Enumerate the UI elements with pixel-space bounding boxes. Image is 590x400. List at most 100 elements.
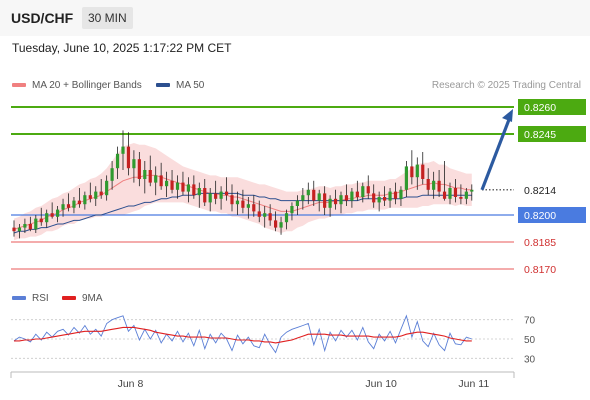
- candle: [246, 197, 250, 219]
- ma50-label: MA 50: [176, 80, 205, 91]
- candle-body: [219, 191, 223, 199]
- price-level-labels: 0.8260 0.8245 0.8214 0.8200 0.8185 0.8170: [518, 99, 586, 276]
- ma20-label: MA 20 + Bollinger Bands: [32, 80, 142, 91]
- candle: [143, 161, 147, 194]
- candle: [39, 207, 43, 226]
- candle-body: [383, 197, 387, 201]
- candle-body: [94, 191, 98, 199]
- candle: [121, 130, 125, 170]
- level-label: 0.8200: [524, 210, 556, 222]
- candle-body: [301, 195, 305, 201]
- candle: [426, 168, 430, 196]
- candle-body: [252, 204, 256, 212]
- legend-ma50[interactable]: MA 50: [156, 80, 204, 91]
- candle: [470, 184, 474, 201]
- candle-body: [426, 179, 430, 190]
- candle: [317, 189, 321, 212]
- candle: [197, 182, 201, 208]
- candle: [399, 186, 403, 206]
- candle-body: [143, 170, 147, 179]
- candle: [50, 202, 54, 219]
- projection-arrowhead: [502, 109, 513, 122]
- candle-body: [235, 200, 240, 205]
- level-label: 0.8245: [524, 129, 556, 141]
- candle-body: [241, 200, 245, 208]
- candle: [56, 206, 60, 223]
- candle: [323, 186, 327, 215]
- candle: [17, 224, 22, 239]
- candle-body: [56, 209, 60, 217]
- candles: [12, 130, 474, 239]
- level-label-box: [518, 207, 586, 223]
- candle: [148, 155, 152, 187]
- candle: [366, 175, 370, 199]
- candle-body: [344, 195, 349, 201]
- candle-body: [415, 164, 419, 178]
- level-label: 0.8185: [524, 237, 556, 249]
- timeframe-button[interactable]: 30 MIN: [82, 7, 133, 29]
- candle: [257, 200, 261, 223]
- candle-body: [39, 218, 43, 223]
- candle: [12, 220, 16, 237]
- candle-body: [159, 175, 163, 187]
- candle: [154, 166, 158, 196]
- candle-body: [115, 153, 120, 169]
- rsi-swatch: [12, 296, 26, 301]
- candle: [88, 182, 92, 203]
- candle: [377, 191, 381, 212]
- candle: [453, 179, 458, 203]
- candle: [61, 198, 65, 217]
- legend-rsi[interactable]: RSI: [12, 293, 49, 304]
- candle-body: [181, 182, 185, 192]
- candle: [442, 161, 447, 201]
- candle-body: [284, 213, 289, 223]
- legend-ma20[interactable]: MA 20 + Bollinger Bands: [12, 80, 142, 91]
- candle: [350, 188, 354, 208]
- candle: [312, 180, 316, 206]
- candle-body: [154, 175, 158, 183]
- candle: [137, 152, 141, 187]
- candle-body: [77, 200, 81, 205]
- candle-body: [350, 191, 354, 201]
- candle-body: [279, 222, 283, 228]
- legend-rsi-ma[interactable]: 9MA: [62, 293, 103, 304]
- time-axis: Jun 8 Jun 10 Jun 11: [10, 371, 515, 390]
- candle-body: [148, 170, 152, 183]
- candle: [306, 182, 310, 205]
- candle-body: [328, 198, 332, 208]
- candle: [274, 211, 278, 232]
- candle: [23, 218, 27, 233]
- candle-body: [126, 146, 131, 169]
- level-label: 0.8214: [524, 185, 556, 197]
- candle-body: [366, 186, 370, 194]
- candle-body: [470, 189, 474, 192]
- rsi-label: RSI: [32, 293, 49, 304]
- candle: [181, 171, 185, 196]
- candle-body: [421, 164, 425, 179]
- candle-body: [399, 189, 403, 199]
- rsi-ma-swatch: [62, 296, 76, 301]
- candle: [159, 162, 163, 190]
- candle-body: [88, 195, 92, 199]
- candle: [224, 177, 229, 201]
- candle-body: [23, 224, 27, 228]
- candle-body: [393, 191, 398, 199]
- candle-body: [410, 166, 414, 178]
- candle-body: [224, 191, 229, 196]
- candle: [115, 146, 120, 179]
- candle: [66, 193, 71, 212]
- candle: [393, 182, 398, 205]
- x-tick-label: Jun 8: [118, 378, 144, 390]
- candle-body: [72, 200, 76, 208]
- candle-body: [339, 195, 343, 205]
- rsi-level-label: 50: [524, 335, 536, 346]
- candle: [284, 209, 289, 230]
- candle: [110, 161, 114, 190]
- candle: [464, 188, 468, 205]
- x-tick-label: Jun 11: [458, 378, 489, 390]
- timestamp: Tuesday, June 10, 2025 1:17:22 PM CET: [12, 41, 232, 55]
- candle-body: [404, 166, 408, 190]
- candle: [301, 188, 305, 210]
- candle: [72, 197, 76, 214]
